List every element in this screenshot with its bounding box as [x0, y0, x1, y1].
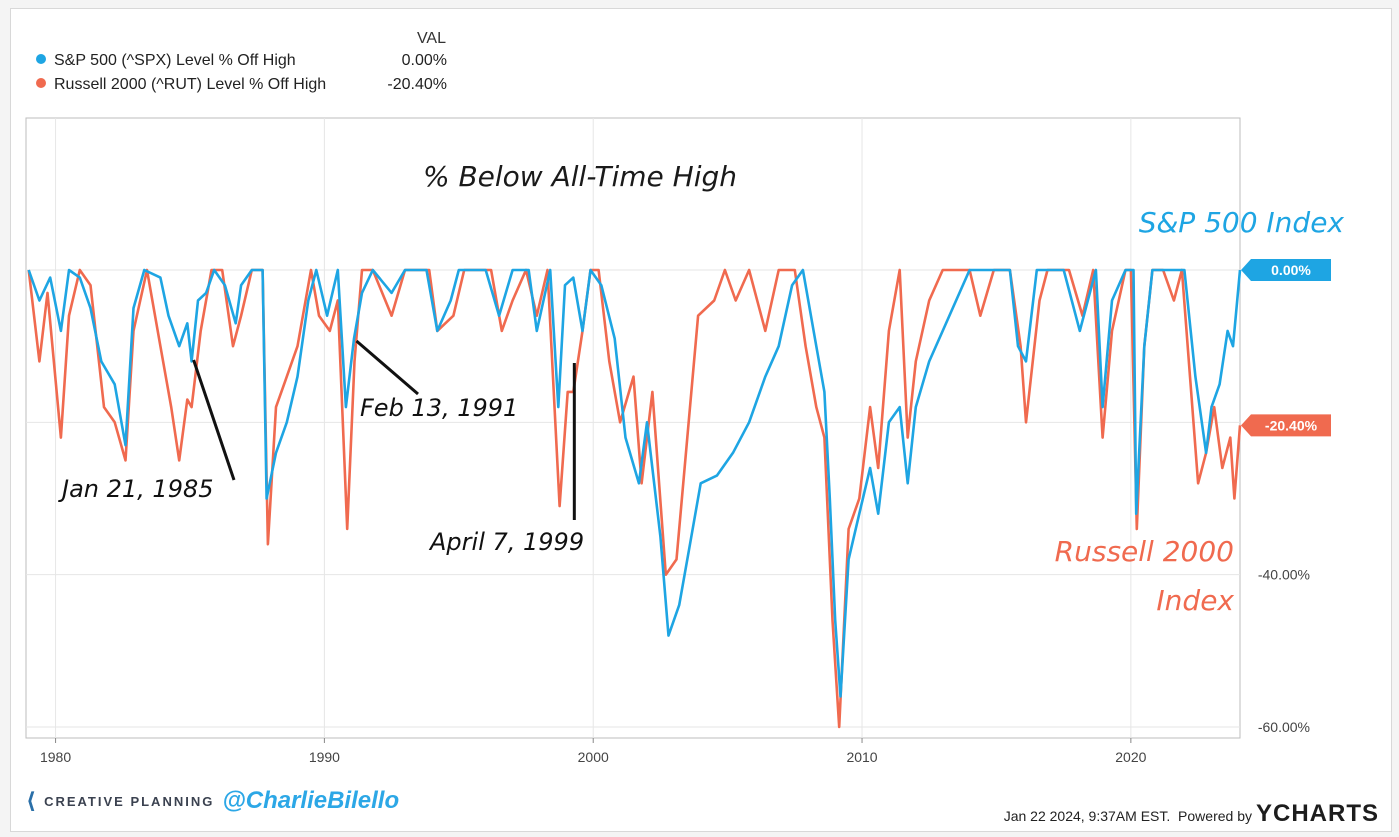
chart-title: % Below All-Time High [423, 160, 737, 193]
legend-value: 0.00% [401, 52, 447, 69]
end-value-label: 0.00% [1271, 262, 1311, 278]
y-tick-label: -60.00% [1258, 719, 1310, 735]
y-tick-label: -40.00% [1258, 567, 1310, 583]
footer-brand: ⟨ CREATIVE PLANNING @CharlieBilello [26, 787, 399, 815]
brand-name: CREATIVE PLANNING [44, 793, 215, 809]
legend-dot [36, 54, 46, 64]
annotation-label: Feb 13, 1991 [360, 394, 518, 422]
twitter-handle[interactable]: @CharlieBilello [222, 787, 400, 814]
annotation-leader-line [192, 359, 236, 481]
series-line-spx[interactable] [27, 268, 1242, 698]
x-tick-label: 1980 [40, 749, 71, 765]
series-label-rut-index: Index [1156, 584, 1234, 617]
legend-dot [36, 78, 46, 88]
x-tick-label: 2020 [1115, 749, 1146, 765]
legend-header: VAL [416, 30, 446, 47]
x-tick-label: 2000 [578, 749, 609, 765]
series-label-rut: Russell 2000 [1055, 535, 1234, 568]
annotation-leader-line [355, 339, 419, 396]
legend-value: -20.40% [387, 76, 447, 93]
legend-item-rut[interactable]: Russell 2000 (^RUT) Level % Off High -20… [36, 76, 447, 98]
plot-area [25, 117, 1241, 739]
timestamp: Jan 22 2024, 9:37AM EST. [1003, 808, 1171, 824]
end-value-flag [1241, 259, 1331, 281]
legend-label: S&P 500 (^SPX) Level % Off High [54, 52, 296, 69]
x-tick-label: 2010 [846, 749, 877, 765]
end-value-label: -20.40% [1265, 417, 1318, 433]
x-tick-label: 1990 [309, 749, 340, 765]
footer-attribution: Jan 22 2024, 9:37AM EST. Powered by YCHA… [1004, 800, 1379, 828]
ycharts-logo[interactable]: YCHARTS [1255, 800, 1379, 827]
series-label-spx: S&P 500 Index [1139, 206, 1345, 239]
creative-planning-logo-icon: ⟨ [26, 788, 37, 813]
end-value-flag [1241, 414, 1331, 437]
legend-label: Russell 2000 (^RUT) Level % Off High [54, 76, 327, 93]
powered-by-label: Powered by [1178, 808, 1252, 824]
annotation-label: Jan 21, 1985 [58, 475, 214, 503]
annotation-label: April 7, 1999 [428, 528, 584, 556]
legend-item-spx[interactable]: S&P 500 (^SPX) Level % Off High 0.00% [36, 52, 447, 74]
series-line-rut[interactable] [27, 268, 1242, 729]
